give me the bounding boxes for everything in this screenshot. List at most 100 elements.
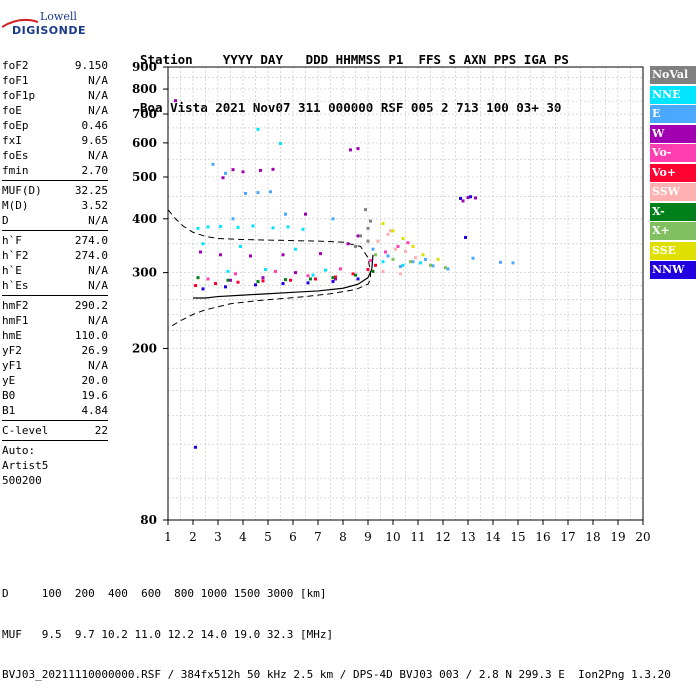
data-point-nnw xyxy=(201,287,205,291)
param-row: foE N/A xyxy=(2,103,108,118)
legend-item-x-: X- xyxy=(650,202,696,221)
data-point-w xyxy=(199,250,202,254)
data-point-vo- xyxy=(261,279,265,283)
param-row: h`F2 274.0 xyxy=(2,248,108,263)
data-point-w xyxy=(271,167,275,171)
param-row: foF2 9.150 xyxy=(2,58,108,73)
data-point-nnw xyxy=(469,195,472,199)
param-value: 3.52 xyxy=(81,199,109,212)
param-label: foF1 xyxy=(2,74,29,87)
x-tick-label: 5 xyxy=(264,530,272,544)
param-label: hmF1 xyxy=(2,314,29,327)
data-point-vo- xyxy=(214,282,217,286)
param-row: fmin 2.70 xyxy=(2,163,108,178)
data-point-x- xyxy=(309,277,312,281)
logo-line2: DIGISONDE xyxy=(12,24,86,37)
data-point-nne xyxy=(219,224,222,228)
param-value: 274.0 xyxy=(74,249,108,262)
x-tick-label: 12 xyxy=(435,530,450,544)
data-point-noval xyxy=(359,234,362,238)
legend-item-x-: X+ xyxy=(650,222,696,240)
data-point-w xyxy=(221,176,225,180)
param-row: fxI 9.65 xyxy=(2,133,108,148)
y-tick-label: 600 xyxy=(132,136,157,150)
data-point-vo- xyxy=(289,278,292,282)
param-value: N/A xyxy=(88,359,108,372)
x-tick-label: 13 xyxy=(460,530,475,544)
param-label: h`F2 xyxy=(2,249,29,262)
param-separator xyxy=(2,440,108,441)
data-point-vo- xyxy=(234,272,237,276)
param-label: hmF2 xyxy=(2,299,29,312)
param-label: B0 xyxy=(2,389,16,402)
data-point-e xyxy=(244,191,247,195)
data-point-x- xyxy=(444,266,447,270)
param-row: foEs N/A xyxy=(2,148,108,163)
data-point-noval xyxy=(354,244,357,248)
legend-item-vo-: Vo+ xyxy=(650,163,696,182)
data-point-sse xyxy=(421,253,425,257)
data-point-nne xyxy=(294,247,297,251)
param-label: foF1p xyxy=(2,89,36,102)
data-point-noval xyxy=(366,239,370,243)
data-point-nne xyxy=(236,225,240,229)
data-point-ssw xyxy=(389,229,392,233)
data-point-w xyxy=(174,99,177,103)
data-point-e xyxy=(424,257,427,261)
data-point-e xyxy=(284,212,287,216)
data-point-e xyxy=(499,260,502,264)
data-point-nnw xyxy=(194,445,197,449)
x-tick-label: 17 xyxy=(560,530,575,544)
y-tick-label: 200 xyxy=(132,342,157,356)
digisonde-logo: Lowell DIGISONDE xyxy=(2,10,85,40)
data-point-ssw xyxy=(414,256,417,260)
y-tick-label: 500 xyxy=(132,170,157,184)
param-row: foF1p N/A xyxy=(2,88,108,103)
data-point-e xyxy=(269,190,272,194)
x-tick-label: 19 xyxy=(610,530,625,544)
param-value: 110.0 xyxy=(74,329,108,342)
data-point-nne xyxy=(271,226,275,230)
data-point-e xyxy=(399,264,402,268)
data-point-noval xyxy=(369,219,372,223)
x-tick-label: 4 xyxy=(239,530,247,544)
data-point-noval xyxy=(366,226,370,230)
x-tick-label: 18 xyxy=(585,530,600,544)
legend: NoVal NNE E W Vo- Vo+ SSW X- X+ SSE NNW xyxy=(650,66,696,281)
data-point-x- xyxy=(391,257,395,261)
legend-item-noval: NoVal xyxy=(650,66,696,84)
y-tick-label: 80 xyxy=(140,513,157,527)
data-point-nne xyxy=(381,260,385,264)
data-point-e xyxy=(256,191,260,195)
x-tick-label: 20 xyxy=(635,530,650,544)
data-point-vo- xyxy=(369,259,372,263)
param-row: B0 19.6 xyxy=(2,388,108,403)
param-row: MUF(D) 32.25 xyxy=(2,183,108,198)
data-point-vo- xyxy=(274,269,277,273)
data-point-vo- xyxy=(366,268,370,272)
data-point-e xyxy=(511,261,515,265)
param-row: hmF1 N/A xyxy=(2,313,108,328)
data-point-w xyxy=(229,278,232,282)
param-label: hmE xyxy=(2,329,22,342)
data-point-e xyxy=(371,247,375,251)
data-point-w xyxy=(241,170,245,174)
data-point-nne xyxy=(239,244,242,248)
param-label: M(D) xyxy=(2,199,29,212)
legend-item-vo-: Vo- xyxy=(650,144,696,162)
data-point-noval xyxy=(364,208,367,212)
data-point-nne xyxy=(256,127,260,131)
data-point-nne xyxy=(311,273,315,277)
data-point-nne xyxy=(401,263,405,267)
data-point-nne xyxy=(419,261,422,265)
param-label: fxI xyxy=(2,134,22,147)
param-row: h`Es N/A xyxy=(2,278,108,293)
param-value: N/A xyxy=(88,279,108,292)
data-point-w xyxy=(356,234,360,238)
header-row-values: Boa Vista 2021 Nov07 311 000000 RSF 005 … xyxy=(140,100,562,115)
data-point-w xyxy=(219,253,222,257)
data-point-ssw xyxy=(381,269,385,273)
legend-item-nnw: NNW xyxy=(650,261,696,279)
data-point-w xyxy=(294,271,297,275)
data-point-nne xyxy=(206,225,210,229)
